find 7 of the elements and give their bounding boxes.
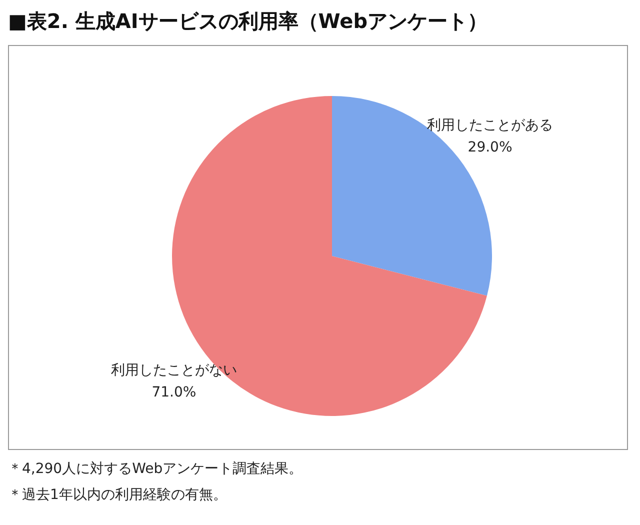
text: ＊過去1年以内の利用経験の有無。 bbox=[8, 486, 228, 504]
text: ＊4,290人に対するWebアンケート調査結果。 bbox=[8, 460, 304, 478]
slice-label: 利用したことがある bbox=[427, 117, 554, 134]
data-label: 29.0% bbox=[468, 139, 512, 156]
data-label: 71.0% bbox=[152, 384, 196, 401]
slice-label: 利用したことがない bbox=[110, 362, 237, 379]
chart-title: ■表2. 生成AIサービスの利用率（Webアンケート） bbox=[8, 8, 489, 35]
